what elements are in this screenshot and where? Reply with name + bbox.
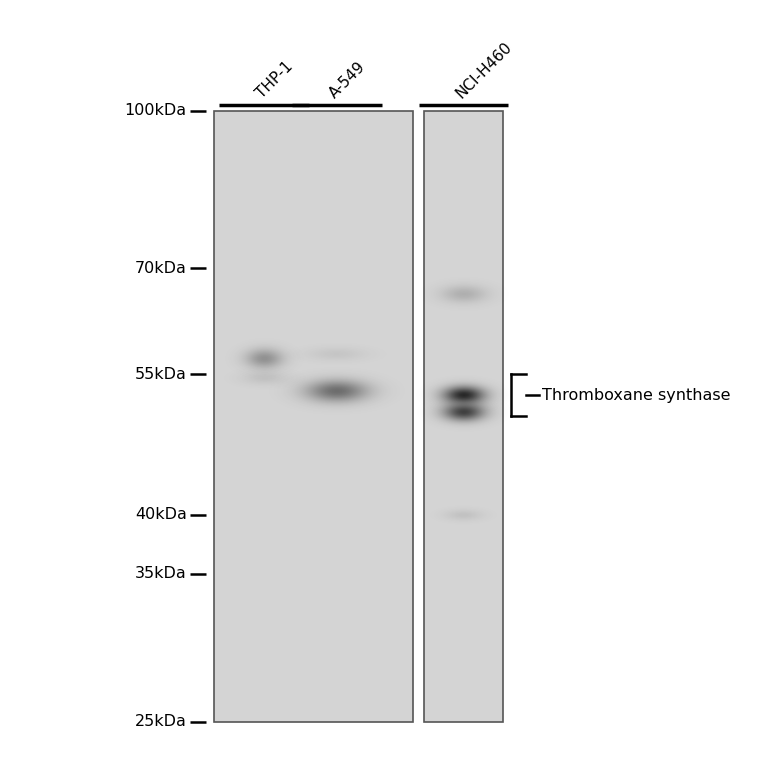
- Text: Thromboxane synthase: Thromboxane synthase: [542, 388, 731, 403]
- Text: 25kDa: 25kDa: [135, 714, 187, 730]
- Text: NCI-H460: NCI-H460: [453, 39, 515, 101]
- Text: 70kDa: 70kDa: [135, 261, 187, 276]
- Bar: [214, 111, 413, 722]
- Text: 40kDa: 40kDa: [135, 507, 187, 523]
- Text: 35kDa: 35kDa: [135, 566, 187, 581]
- Text: A-549: A-549: [326, 59, 368, 101]
- Text: 55kDa: 55kDa: [135, 367, 187, 382]
- Bar: [423, 111, 503, 722]
- Text: THP-1: THP-1: [254, 59, 296, 101]
- Text: 100kDa: 100kDa: [125, 103, 187, 118]
